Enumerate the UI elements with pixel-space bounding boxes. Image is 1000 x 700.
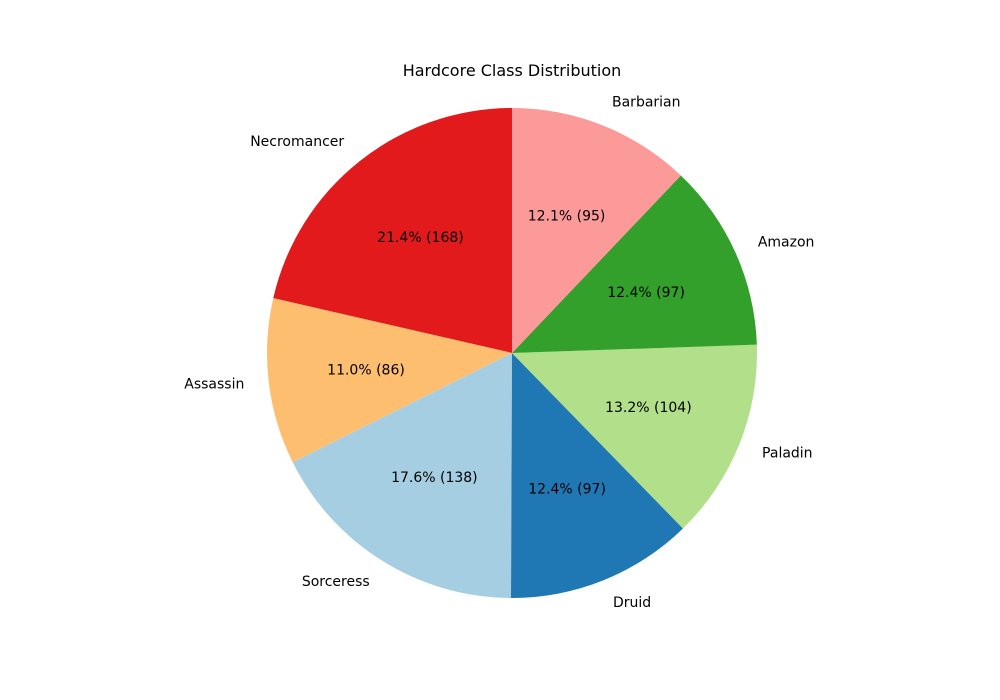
slice-percent-druid: 12.4% (97) (528, 481, 606, 497)
pie-slice-necromancer (273, 108, 512, 353)
pie-slices (267, 108, 757, 599)
slice-label-assassin: Assassin (184, 377, 244, 393)
pie-slice-sorceress (292, 353, 512, 598)
slice-label-paladin: Paladin (762, 446, 813, 462)
slice-percent-necromancer: 21.4% (168) (377, 230, 464, 246)
pie-slice-barbarian (512, 108, 681, 353)
slice-percent-assassin: 11.0% (86) (327, 362, 405, 378)
slice-label-necromancer: Necromancer (250, 134, 344, 150)
slice-percent-barbarian: 12.1% (95) (528, 208, 606, 224)
slice-label-sorceress: Sorceress (302, 574, 370, 590)
pie-labels: Necromancer 21.4% (168) Assassin 11.0% (86)… (184, 95, 814, 611)
slice-label-barbarian: Barbarian (612, 95, 681, 111)
slice-label-druid: Druid (613, 595, 651, 611)
chart-title: Hardcore Class Distribution (403, 61, 622, 80)
slice-percent-paladin: 13.2% (104) (605, 400, 692, 416)
pie-slice-amazon (512, 175, 757, 353)
slice-percent-amazon: 12.4% (97) (607, 285, 685, 301)
slice-label-amazon: Amazon (758, 235, 815, 251)
pie-slice-assassin (267, 298, 512, 463)
pie-slice-paladin (512, 344, 757, 529)
pie-slice-druid (511, 353, 683, 599)
slice-percent-sorceress: 17.6% (138) (391, 470, 478, 486)
